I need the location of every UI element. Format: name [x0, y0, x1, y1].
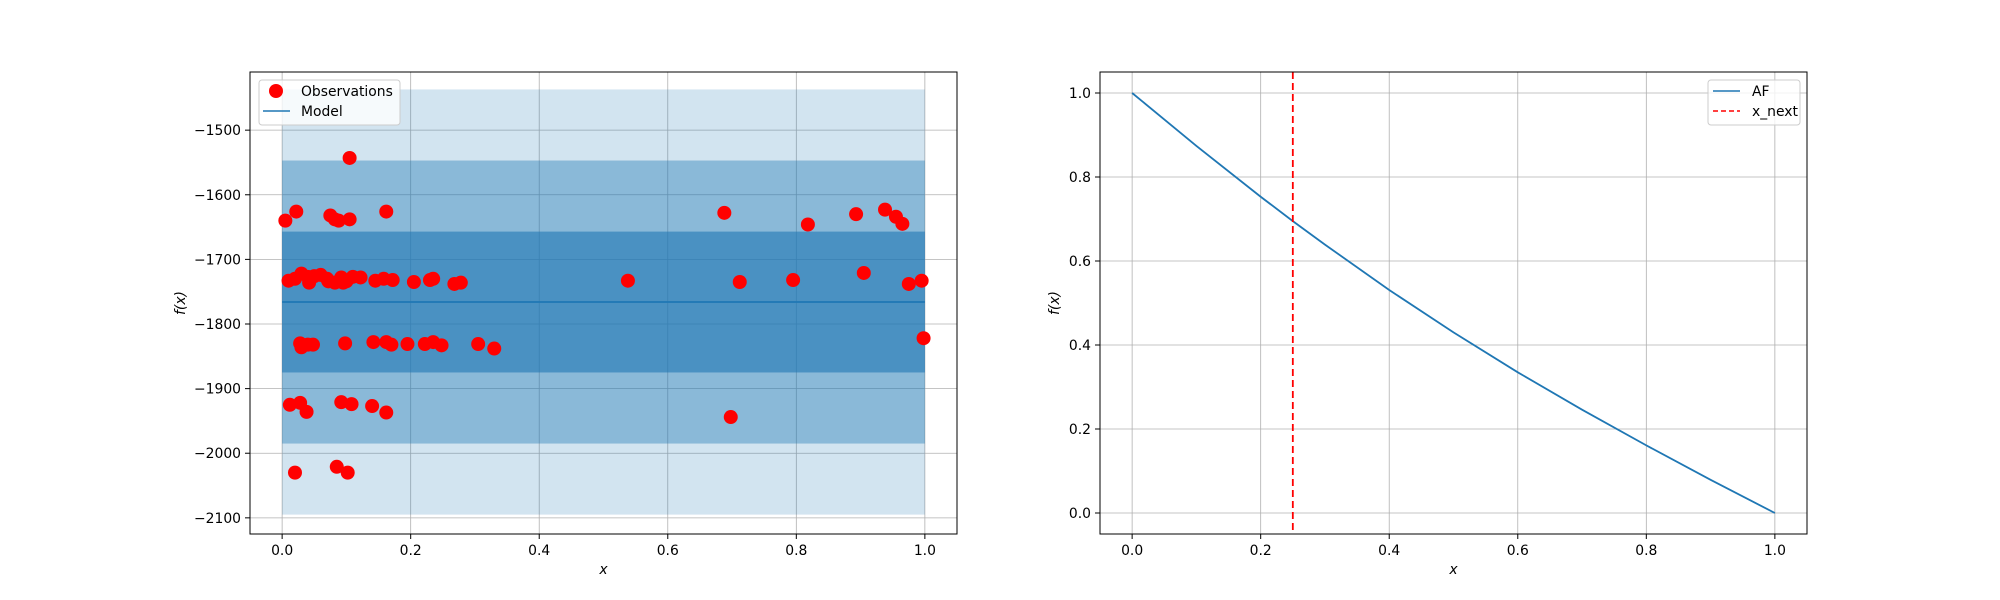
x-axis-label: x — [1448, 562, 1458, 578]
observation-point — [353, 270, 368, 285]
legend-box — [258, 79, 401, 126]
y-axis-label: f(x) — [173, 291, 189, 315]
y-tick-label: 0.6 — [1069, 254, 1091, 270]
observation-point — [278, 213, 293, 228]
af-line — [1131, 92, 1776, 514]
observation-point — [914, 273, 929, 288]
observation-point — [620, 273, 635, 288]
af-series-line — [1131, 92, 1776, 514]
observation-point — [849, 207, 864, 222]
observation-point — [338, 336, 353, 351]
x-tick-label: 0.2 — [1250, 543, 1272, 559]
observation-point — [878, 202, 893, 217]
legend-marker-observations — [269, 84, 283, 98]
observation-point — [800, 217, 815, 232]
legend-label-af: AF — [1752, 84, 1770, 100]
x-tick-label: 0.2 — [400, 543, 422, 559]
observation-point — [916, 331, 931, 346]
observation-point — [366, 335, 381, 350]
af-chart: 0.0 0.2 0.4 0.6 0.8 1.0 0.0 0.2 0.4 0.6 0.8 1.0 x f… — [1047, 71, 1808, 578]
y-tick-label: −1600 — [194, 188, 241, 204]
observation-point — [287, 465, 302, 480]
legend: Observations Model — [258, 79, 401, 126]
y-tick-label: 0.2 — [1069, 422, 1091, 438]
x-axis-label: x — [598, 562, 608, 578]
observation-point — [365, 399, 380, 414]
observation-point — [856, 265, 871, 280]
x-tick-label: 1.0 — [1764, 543, 1786, 559]
y-tick-label: −1800 — [194, 317, 241, 333]
y-tick-label: −2000 — [194, 446, 241, 462]
y-axis-label: f(x) — [1047, 291, 1063, 315]
grid — [1100, 72, 1807, 534]
observation-point — [331, 213, 346, 228]
axes: 0.0 0.2 0.4 0.6 0.8 1.0 0.0 0.2 0.4 0.6 0.8 1.0 — [1069, 86, 1786, 559]
y-tick-label: 0.8 — [1069, 170, 1091, 186]
observation-point — [379, 204, 394, 219]
observation-point — [305, 337, 320, 352]
x-tick-label: 0.6 — [657, 543, 679, 559]
observation-point — [340, 465, 355, 480]
y-tick-label: 0.4 — [1069, 338, 1091, 354]
legend-label-model: Model — [301, 104, 343, 120]
observation-point — [786, 273, 801, 288]
x-tick-label: 0.8 — [1635, 543, 1657, 559]
observation-point — [426, 271, 441, 286]
y-tick-label: 1.0 — [1069, 86, 1091, 102]
y-tick-label: −1900 — [194, 382, 241, 398]
observations — [278, 150, 931, 480]
observation-point — [732, 275, 747, 289]
observation-point — [384, 337, 399, 352]
observation-point — [400, 337, 415, 352]
plot-area — [1100, 72, 1807, 534]
observation-point — [434, 338, 449, 353]
y-tick-label: −2100 — [194, 511, 241, 527]
observation-point — [344, 397, 359, 412]
observation-point — [289, 204, 304, 219]
axes-frame — [249, 71, 958, 535]
observation-point — [487, 341, 502, 356]
axes-frame — [1099, 71, 1808, 535]
observation-point — [895, 216, 910, 231]
y-tick-label: −1500 — [194, 123, 241, 139]
observation-point — [320, 271, 335, 286]
y-tick-label: 0.0 — [1069, 506, 1091, 522]
x-tick-label: 1.0 — [914, 543, 936, 559]
observation-point — [406, 275, 421, 289]
observation-point — [723, 410, 738, 425]
observation-point — [379, 405, 394, 420]
observation-point — [471, 337, 486, 352]
observations-model-chart: 0.0 0.2 0.4 0.6 0.8 1.0 −2100 −2000 −1900 −1800 −1… — [173, 71, 958, 578]
observation-point — [299, 404, 314, 419]
observation-point — [342, 212, 357, 227]
observation-point — [336, 275, 351, 290]
observation-point — [385, 273, 400, 288]
x-tick-label: 0.0 — [1121, 543, 1143, 559]
observation-point — [300, 269, 315, 284]
legend-label-x-next: x_next — [1752, 104, 1798, 120]
legend: AF x_next — [1707, 79, 1801, 126]
x-tick-label: 0.6 — [1507, 543, 1529, 559]
legend-label-observations: Observations — [301, 84, 393, 100]
x-tick-label: 0.8 — [785, 543, 807, 559]
observation-point — [901, 276, 916, 291]
y-tick-label: −1700 — [194, 252, 241, 268]
observation-point — [329, 459, 344, 474]
observation-point — [717, 205, 732, 220]
observation-point — [342, 150, 357, 165]
x-tick-label: 0.0 — [271, 543, 293, 559]
x-tick-label: 0.4 — [528, 543, 550, 559]
x-tick-label: 0.4 — [1378, 543, 1400, 559]
axes: 0.0 0.2 0.4 0.6 0.8 1.0 −2100 −2000 −1900 −1800 −1… — [194, 123, 936, 559]
observation-point — [453, 275, 468, 290]
